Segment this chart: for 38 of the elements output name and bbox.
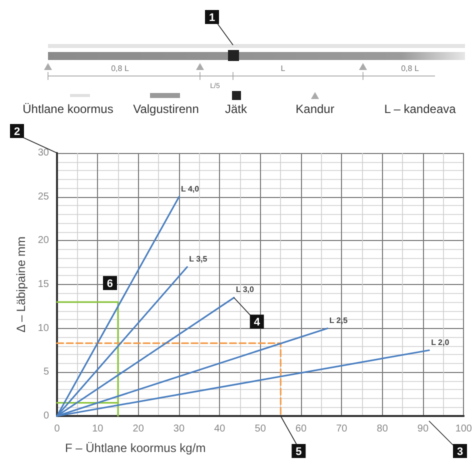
x-axis-title: F – Ühtlane koormus kg/m: [64, 441, 206, 455]
y-tick-label: 15: [38, 279, 50, 290]
text: Valgustirenn: [133, 102, 199, 116]
text: Kandur: [296, 102, 334, 116]
series-label: L 3,5: [189, 254, 208, 264]
x-tick-label: 10: [92, 424, 104, 434]
annotation: 5: [296, 446, 302, 458]
annotation: 6: [106, 278, 114, 290]
series-label: L 3,0: [236, 285, 255, 294]
text: Jätk: [224, 102, 248, 116]
number-badge: 1: [205, 10, 234, 46]
y-tick-label: 5: [43, 366, 50, 378]
number-badge: 4: [234, 297, 264, 329]
x-tick-label: 20: [132, 424, 144, 434]
x-tick-label: 100: [455, 424, 472, 434]
y-tick-label: 30: [38, 148, 50, 158]
series-label: L 4,0: [180, 184, 200, 194]
text: 0,8 L: [401, 64, 420, 73]
x-tick-label: 40: [214, 424, 226, 434]
text: L – kandeava: [384, 102, 456, 116]
x-tick-label: 0: [54, 424, 60, 434]
text: 0,8 L: [111, 64, 130, 73]
x-tick-label: 80: [376, 424, 388, 434]
y-tick-label: 10: [38, 322, 50, 334]
text: L: [280, 64, 286, 73]
series-label: L 2,0: [431, 338, 450, 347]
annotation: 4: [254, 316, 261, 329]
x-tick-label: 60: [295, 424, 307, 434]
y-tick-label: 20: [38, 235, 50, 246]
x-tick-label: 70: [336, 424, 348, 434]
text: Ühtlane koormus: [22, 102, 114, 116]
x-tick-label: 90: [417, 424, 429, 434]
x-tick-label: 50: [254, 424, 266, 434]
y-tick-label: 0: [43, 410, 50, 422]
number-badge: 6: [103, 276, 117, 290]
y-tick-label: 25: [38, 191, 50, 202]
x-tick-label: 30: [173, 424, 185, 434]
y-axis-title: Δ – Läbipaine mm: [14, 236, 28, 333]
